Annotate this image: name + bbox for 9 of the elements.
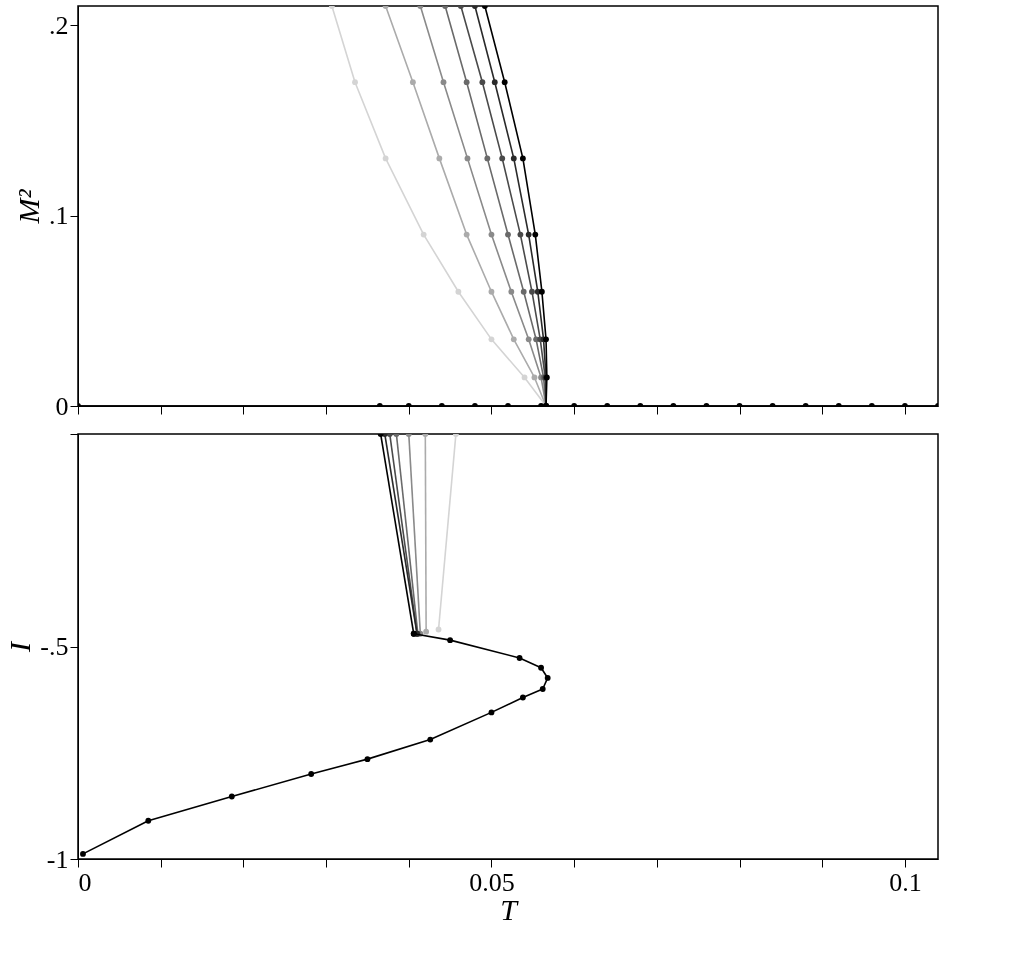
- y-tick-label: .2: [49, 10, 69, 40]
- y-tick-label: 0: [55, 391, 69, 421]
- y-tick-label: -1: [46, 844, 69, 874]
- x-tick-label: 0.1: [889, 867, 922, 897]
- y-tick-label: .1: [49, 201, 69, 231]
- x-tick-label: 0: [78, 867, 92, 897]
- y-axis-title: M²: [12, 188, 45, 225]
- y-axis-title: I: [3, 640, 37, 653]
- y-tick-label: -.5: [40, 632, 69, 661]
